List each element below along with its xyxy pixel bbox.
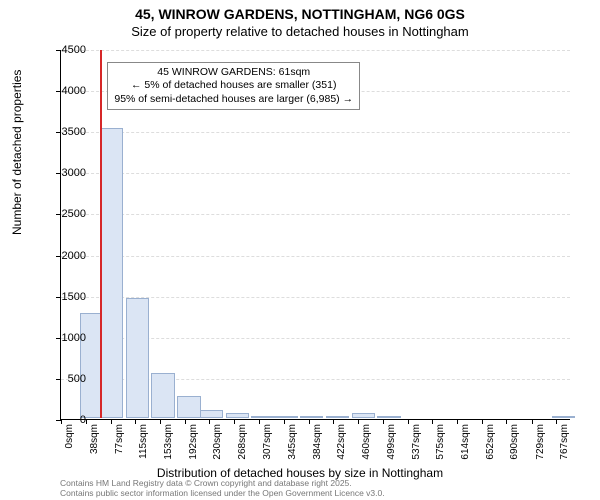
xtick-label: 460sqm (361, 424, 372, 460)
histogram-bar (251, 416, 275, 418)
xtick-label: 767sqm (559, 424, 570, 460)
gridline (61, 132, 570, 133)
xtick-mark (482, 419, 483, 424)
xtick-label: 192sqm (188, 424, 199, 460)
footer-line-2: Contains public sector information licen… (60, 489, 385, 498)
gridline (61, 173, 570, 174)
xtick-label: 77sqm (114, 424, 125, 454)
xtick-label: 153sqm (163, 424, 174, 460)
xtick-mark (185, 419, 186, 424)
xtick-label: 422sqm (336, 424, 347, 460)
xtick-label: 575sqm (435, 424, 446, 460)
gridline (61, 50, 570, 51)
xtick-mark (135, 419, 136, 424)
property-marker-line (100, 50, 102, 418)
histogram-bar (177, 396, 201, 418)
xtick-mark (333, 419, 334, 424)
chart-title-block: 45, WINROW GARDENS, NOTTINGHAM, NG6 0GS … (0, 0, 600, 40)
ytick-label: 500 (46, 373, 86, 385)
info-box-line: ← 5% of detached houses are smaller (351… (114, 79, 353, 92)
ytick-label: 2500 (46, 208, 86, 220)
xtick-mark (383, 419, 384, 424)
xtick-label: 652sqm (485, 424, 496, 460)
xtick-label: 115sqm (138, 424, 149, 459)
histogram-bar (274, 416, 298, 418)
xtick-label: 0sqm (64, 424, 75, 448)
histogram-bar (151, 373, 175, 418)
xtick-mark (111, 419, 112, 424)
histogram-bar (300, 416, 324, 418)
xtick-label: 268sqm (237, 424, 248, 460)
ytick-label: 2000 (46, 250, 86, 262)
info-box-line: 45 WINROW GARDENS: 61sqm (114, 66, 353, 79)
xtick-label: 384sqm (312, 424, 323, 460)
xtick-label: 537sqm (411, 424, 422, 460)
xtick-mark (408, 419, 409, 424)
histogram-bar (126, 298, 150, 418)
xtick-mark (506, 419, 507, 424)
info-box-line: 95% of semi-detached houses are larger (… (114, 93, 353, 106)
histogram-bar (352, 413, 376, 418)
xtick-mark (532, 419, 533, 424)
ytick-label: 3500 (46, 126, 86, 138)
xtick-mark (209, 419, 210, 424)
xtick-label: 230sqm (212, 424, 223, 460)
xtick-mark (556, 419, 557, 424)
histogram-bar (226, 413, 250, 418)
xtick-label: 690sqm (509, 424, 520, 460)
xtick-label: 38sqm (89, 424, 100, 454)
ytick-label: 4500 (46, 44, 86, 56)
xtick-mark (259, 419, 260, 424)
xtick-mark (457, 419, 458, 424)
histogram-bar (200, 410, 224, 418)
ytick-label: 4000 (46, 85, 86, 97)
chart-title: 45, WINROW GARDENS, NOTTINGHAM, NG6 0GS (0, 6, 600, 24)
histogram-bar (326, 416, 350, 418)
xtick-mark (358, 419, 359, 424)
xtick-label: 729sqm (535, 424, 546, 460)
gridline (61, 256, 570, 257)
chart-subtitle: Size of property relative to detached ho… (0, 24, 600, 40)
ytick-label: 1500 (46, 291, 86, 303)
histogram-bar (377, 416, 401, 418)
xtick-mark (284, 419, 285, 424)
xtick-label: 345sqm (287, 424, 298, 460)
ytick-label: 1000 (46, 332, 86, 344)
histogram-bar (100, 128, 124, 418)
y-axis-label: Number of detached properties (10, 70, 24, 235)
gridline (61, 214, 570, 215)
xtick-label: 614sqm (460, 424, 471, 460)
histogram-bar (552, 416, 576, 418)
xtick-mark (234, 419, 235, 424)
property-info-box: 45 WINROW GARDENS: 61sqm← 5% of detached… (107, 62, 360, 109)
xtick-mark (432, 419, 433, 424)
xtick-mark (160, 419, 161, 424)
xtick-mark (309, 419, 310, 424)
xtick-label: 499sqm (386, 424, 397, 460)
xtick-label: 307sqm (262, 424, 273, 460)
chart-footer: Contains HM Land Registry data © Crown c… (60, 479, 385, 498)
ytick-label: 3000 (46, 167, 86, 179)
